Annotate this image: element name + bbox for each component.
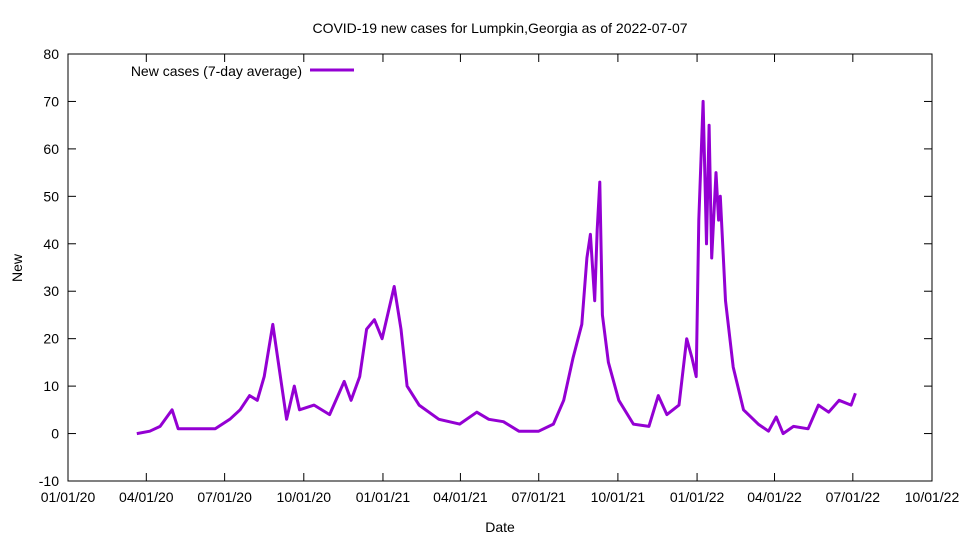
legend-label: New cases (7-day average) (131, 63, 302, 79)
y-tick-label: 0 (51, 426, 59, 442)
x-tick-label: 07/01/21 (511, 489, 566, 505)
y-tick-label: 80 (43, 46, 59, 62)
x-tick-label: 07/01/20 (197, 489, 252, 505)
x-tick-label: 01/01/21 (356, 489, 411, 505)
y-tick-label: 50 (43, 188, 59, 204)
x-tick-label: 04/01/20 (119, 489, 174, 505)
x-tick-label: 07/01/22 (826, 489, 881, 505)
y-tick-label: 70 (43, 93, 59, 109)
y-tick-label: 20 (43, 331, 59, 347)
legend: New cases (7-day average) (131, 63, 354, 79)
x-tick-label: 10/01/20 (277, 489, 332, 505)
x-tick-label: 01/01/22 (670, 489, 725, 505)
x-tick-label: 01/01/20 (41, 489, 96, 505)
y-tick-label: 60 (43, 141, 59, 157)
y-axis-label: New (9, 253, 25, 282)
x-tick-label: 04/01/21 (433, 489, 488, 505)
x-tick-label: 10/01/22 (905, 489, 960, 505)
plot-frame (67, 53, 933, 482)
y-tick-label: 30 (43, 283, 59, 299)
y-tick-label: 10 (43, 378, 59, 394)
x-tick-label: 10/01/21 (591, 489, 646, 505)
y-tick-label: -10 (39, 473, 59, 489)
chart-title: COVID-19 new cases for Lumpkin,Georgia a… (312, 20, 687, 36)
x-tick-label: 04/01/22 (747, 489, 802, 505)
series-line-new-cases (136, 99, 857, 436)
y-tick-label: 40 (43, 236, 59, 252)
x-axis-label: Date (485, 519, 515, 535)
